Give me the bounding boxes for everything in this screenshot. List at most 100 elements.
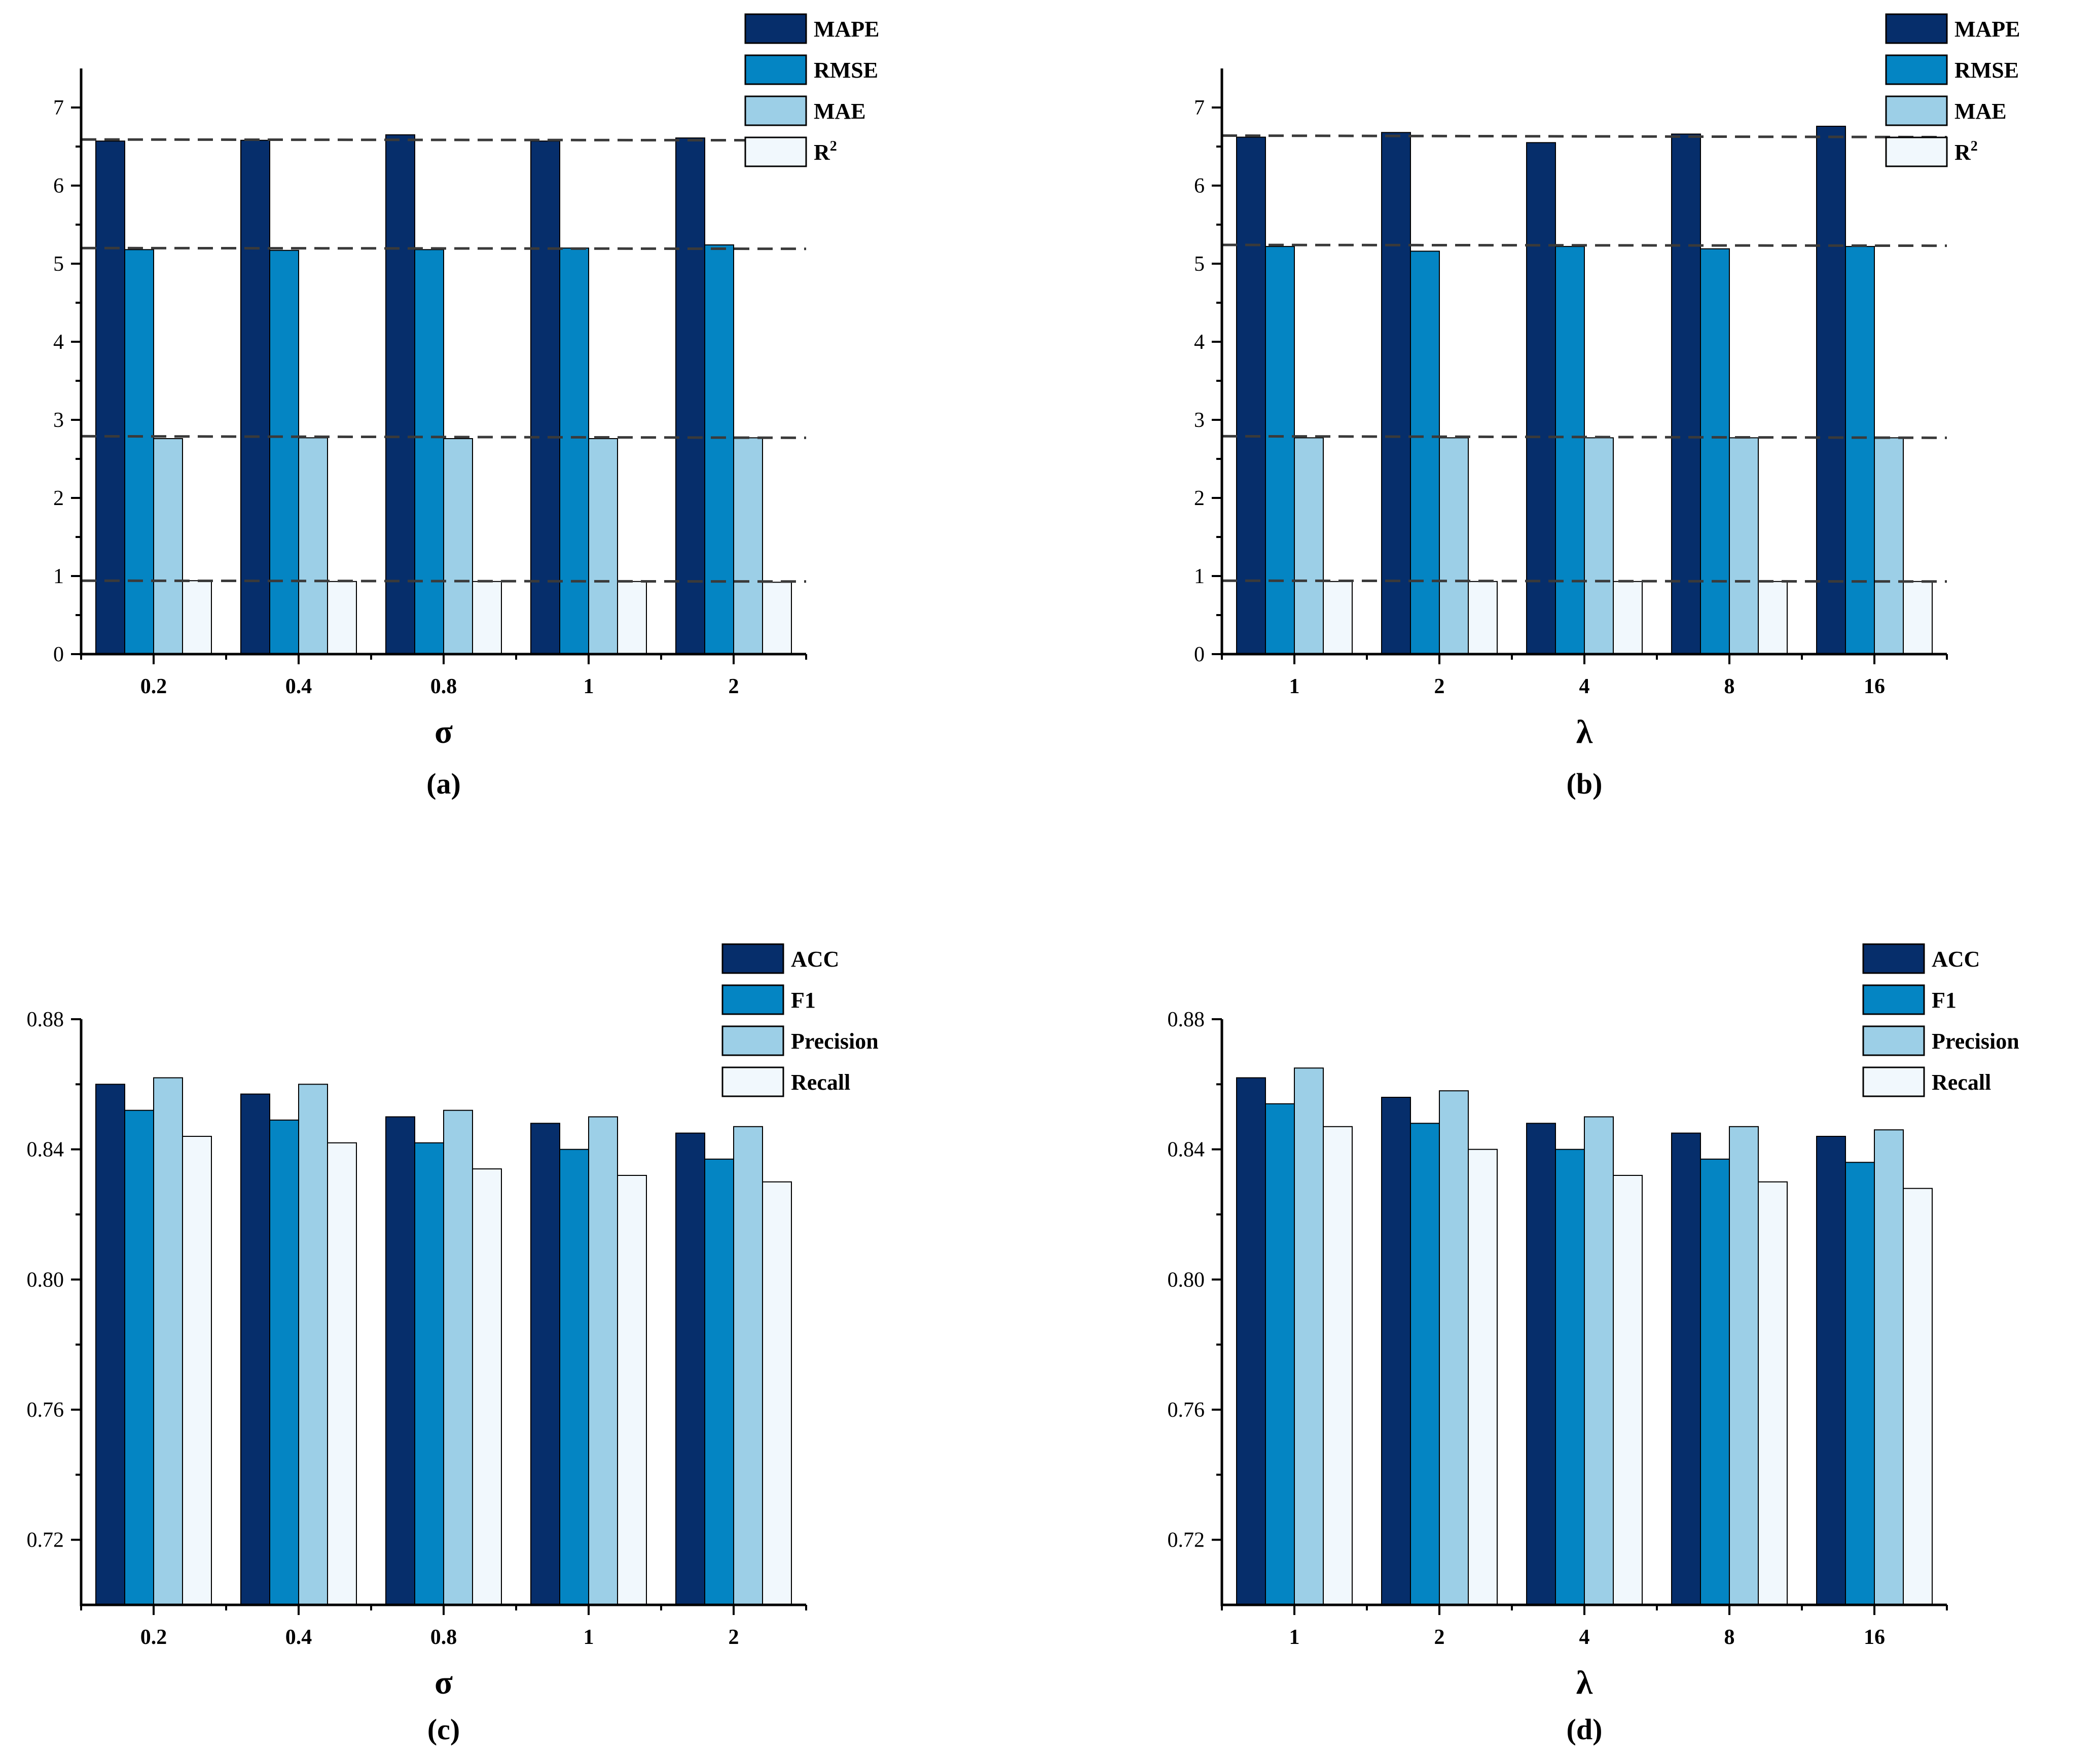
y-tick-label: 2: [1194, 487, 1205, 510]
bar-f1-4: [1555, 1149, 1585, 1605]
bar-precision-0_2: [153, 1077, 183, 1605]
bar-recall-8: [1758, 1181, 1788, 1606]
y-tick-label: 4: [1194, 331, 1205, 354]
bar-mae-16: [1874, 437, 1904, 655]
x-axis-label: λ: [1576, 713, 1593, 750]
bar-r-0_2: [182, 580, 212, 655]
legend-swatch: [1885, 95, 1948, 126]
bar-r-0_4: [327, 581, 357, 655]
x-tick-label: 2: [1434, 675, 1445, 698]
bar-mae-0_2: [153, 438, 183, 655]
legend-swatch: [1862, 984, 1925, 1015]
bar-f1-1: [1265, 1103, 1295, 1606]
x-tick-label: 0.2: [140, 1626, 167, 1649]
panel-caption: (a): [426, 767, 461, 800]
x-tick-label: 1: [1289, 675, 1300, 698]
legend-swatch: [721, 1025, 784, 1056]
bar-mape-8: [1671, 133, 1701, 655]
chart-panel-d: 0.72 0.76 0.80 0.84 0.88 1 2 4 8 16 λ (d) ACC F1 Preci…: [1168, 943, 2019, 1746]
legend-swatch: [1885, 13, 1948, 44]
y-tick-label: 3: [53, 409, 64, 432]
legend-label: Precision: [791, 1029, 879, 1054]
bar-acc-16: [1816, 1136, 1846, 1605]
bar-mae-0_8: [443, 438, 473, 655]
bar-mape-4: [1526, 142, 1556, 655]
bar-precision-1: [588, 1116, 618, 1605]
bar-acc-2: [675, 1132, 705, 1606]
bar-rmse-0_4: [269, 249, 299, 655]
x-tick-label: 0.8: [430, 1626, 457, 1649]
x-tick-label: 4: [1579, 675, 1590, 698]
panel-caption: (d): [1567, 1713, 1603, 1746]
x-tick-label: 2: [1434, 1626, 1445, 1649]
bar-f1-8: [1700, 1158, 1730, 1605]
chart-panel-c: 0.72 0.76 0.80 0.84 0.88 0.2 0.4 0.8 1 2 σ (c) ACC F1…: [27, 943, 879, 1746]
bar-acc-2: [1381, 1097, 1411, 1605]
legend-label: Recall: [791, 1070, 850, 1095]
x-tick-label: 16: [1864, 1626, 1885, 1649]
legend-label: Precision: [1932, 1029, 2019, 1054]
y-tick-label: 0.84: [27, 1138, 64, 1162]
bar-precision-16: [1874, 1129, 1904, 1605]
x-tick-label: 0.4: [285, 1626, 312, 1649]
x-axis-label: σ: [435, 713, 453, 750]
legend-swatch: [721, 1066, 784, 1097]
bar-precision-1: [1294, 1067, 1324, 1606]
bar-r-16: [1903, 581, 1933, 655]
bar-r-2: [1468, 581, 1498, 655]
x-tick-label: 8: [1724, 675, 1735, 698]
bar-f1-2: [704, 1158, 734, 1605]
bar-rmse-1: [559, 247, 589, 655]
reference-line-2: [81, 435, 807, 439]
reference-line-1: [81, 246, 807, 250]
y-tick-label: 0.72: [1168, 1529, 1205, 1552]
legend-swatch: [744, 54, 807, 85]
x-tick-label: 2: [729, 1626, 739, 1649]
y-tick-label: 3: [1194, 409, 1205, 432]
reference-line-3: [1221, 579, 1947, 583]
bar-mape-0_2: [95, 140, 125, 655]
chart-panel-a: 0 1 2 3 4 5 6 7 0.2 0.4 0.8 1 2 σ (a) MAPE RMSE MAE R2: [53, 13, 880, 800]
legend: ACC F1 Precision Recall: [1862, 943, 2019, 1097]
bar-recall-0_8: [472, 1168, 502, 1605]
y-tick-label: 1: [1194, 565, 1205, 588]
legend-label: MAE: [1954, 99, 2007, 124]
y-tick-label: 0: [1194, 643, 1205, 666]
y-tick-label: 6: [1194, 174, 1205, 198]
bar-mape-0_8: [385, 134, 415, 655]
y-tick-label: 0.72: [27, 1529, 64, 1552]
legend-label: MAPE: [814, 17, 880, 42]
legend-swatch: [1862, 1066, 1925, 1097]
x-tick-label: 1: [1289, 1626, 1300, 1649]
bar-rmse-16: [1845, 246, 1875, 655]
bar-mape-2: [675, 137, 705, 655]
y-tick-label: 2: [53, 487, 64, 510]
x-tick-label: 8: [1724, 1626, 1735, 1649]
bar-rmse-2: [704, 244, 734, 655]
reference-line-0: [1221, 134, 1947, 138]
bar-r-1: [617, 581, 647, 655]
bar-acc-0_8: [385, 1116, 415, 1605]
bar-acc-1: [530, 1123, 560, 1606]
x-tick-label: 4: [1579, 1626, 1590, 1649]
legend-label: F1: [791, 988, 816, 1013]
bar-r-0_8: [472, 581, 502, 655]
bar-precision-0_4: [298, 1084, 328, 1605]
y-tick-label: 1: [53, 565, 64, 588]
legend-swatch: [1885, 136, 1948, 167]
bar-acc-0_4: [240, 1093, 270, 1606]
bar-mape-1: [1236, 136, 1266, 655]
bar-acc-0_2: [95, 1084, 125, 1605]
bar-recall-2: [1468, 1149, 1498, 1605]
legend-swatch: [1862, 1025, 1925, 1056]
bar-f1-2: [1410, 1123, 1440, 1606]
x-tick-label: 2: [729, 675, 739, 698]
reference-line-1: [1221, 243, 1947, 247]
bar-r-4: [1613, 581, 1643, 655]
x-axis-label: σ: [435, 1664, 453, 1701]
y-tick-label: 0.80: [27, 1268, 64, 1292]
bar-mae-4: [1584, 437, 1614, 655]
bar-mape-2: [1381, 132, 1411, 655]
legend-swatch: [744, 136, 807, 167]
bar-rmse-2: [1410, 250, 1440, 655]
